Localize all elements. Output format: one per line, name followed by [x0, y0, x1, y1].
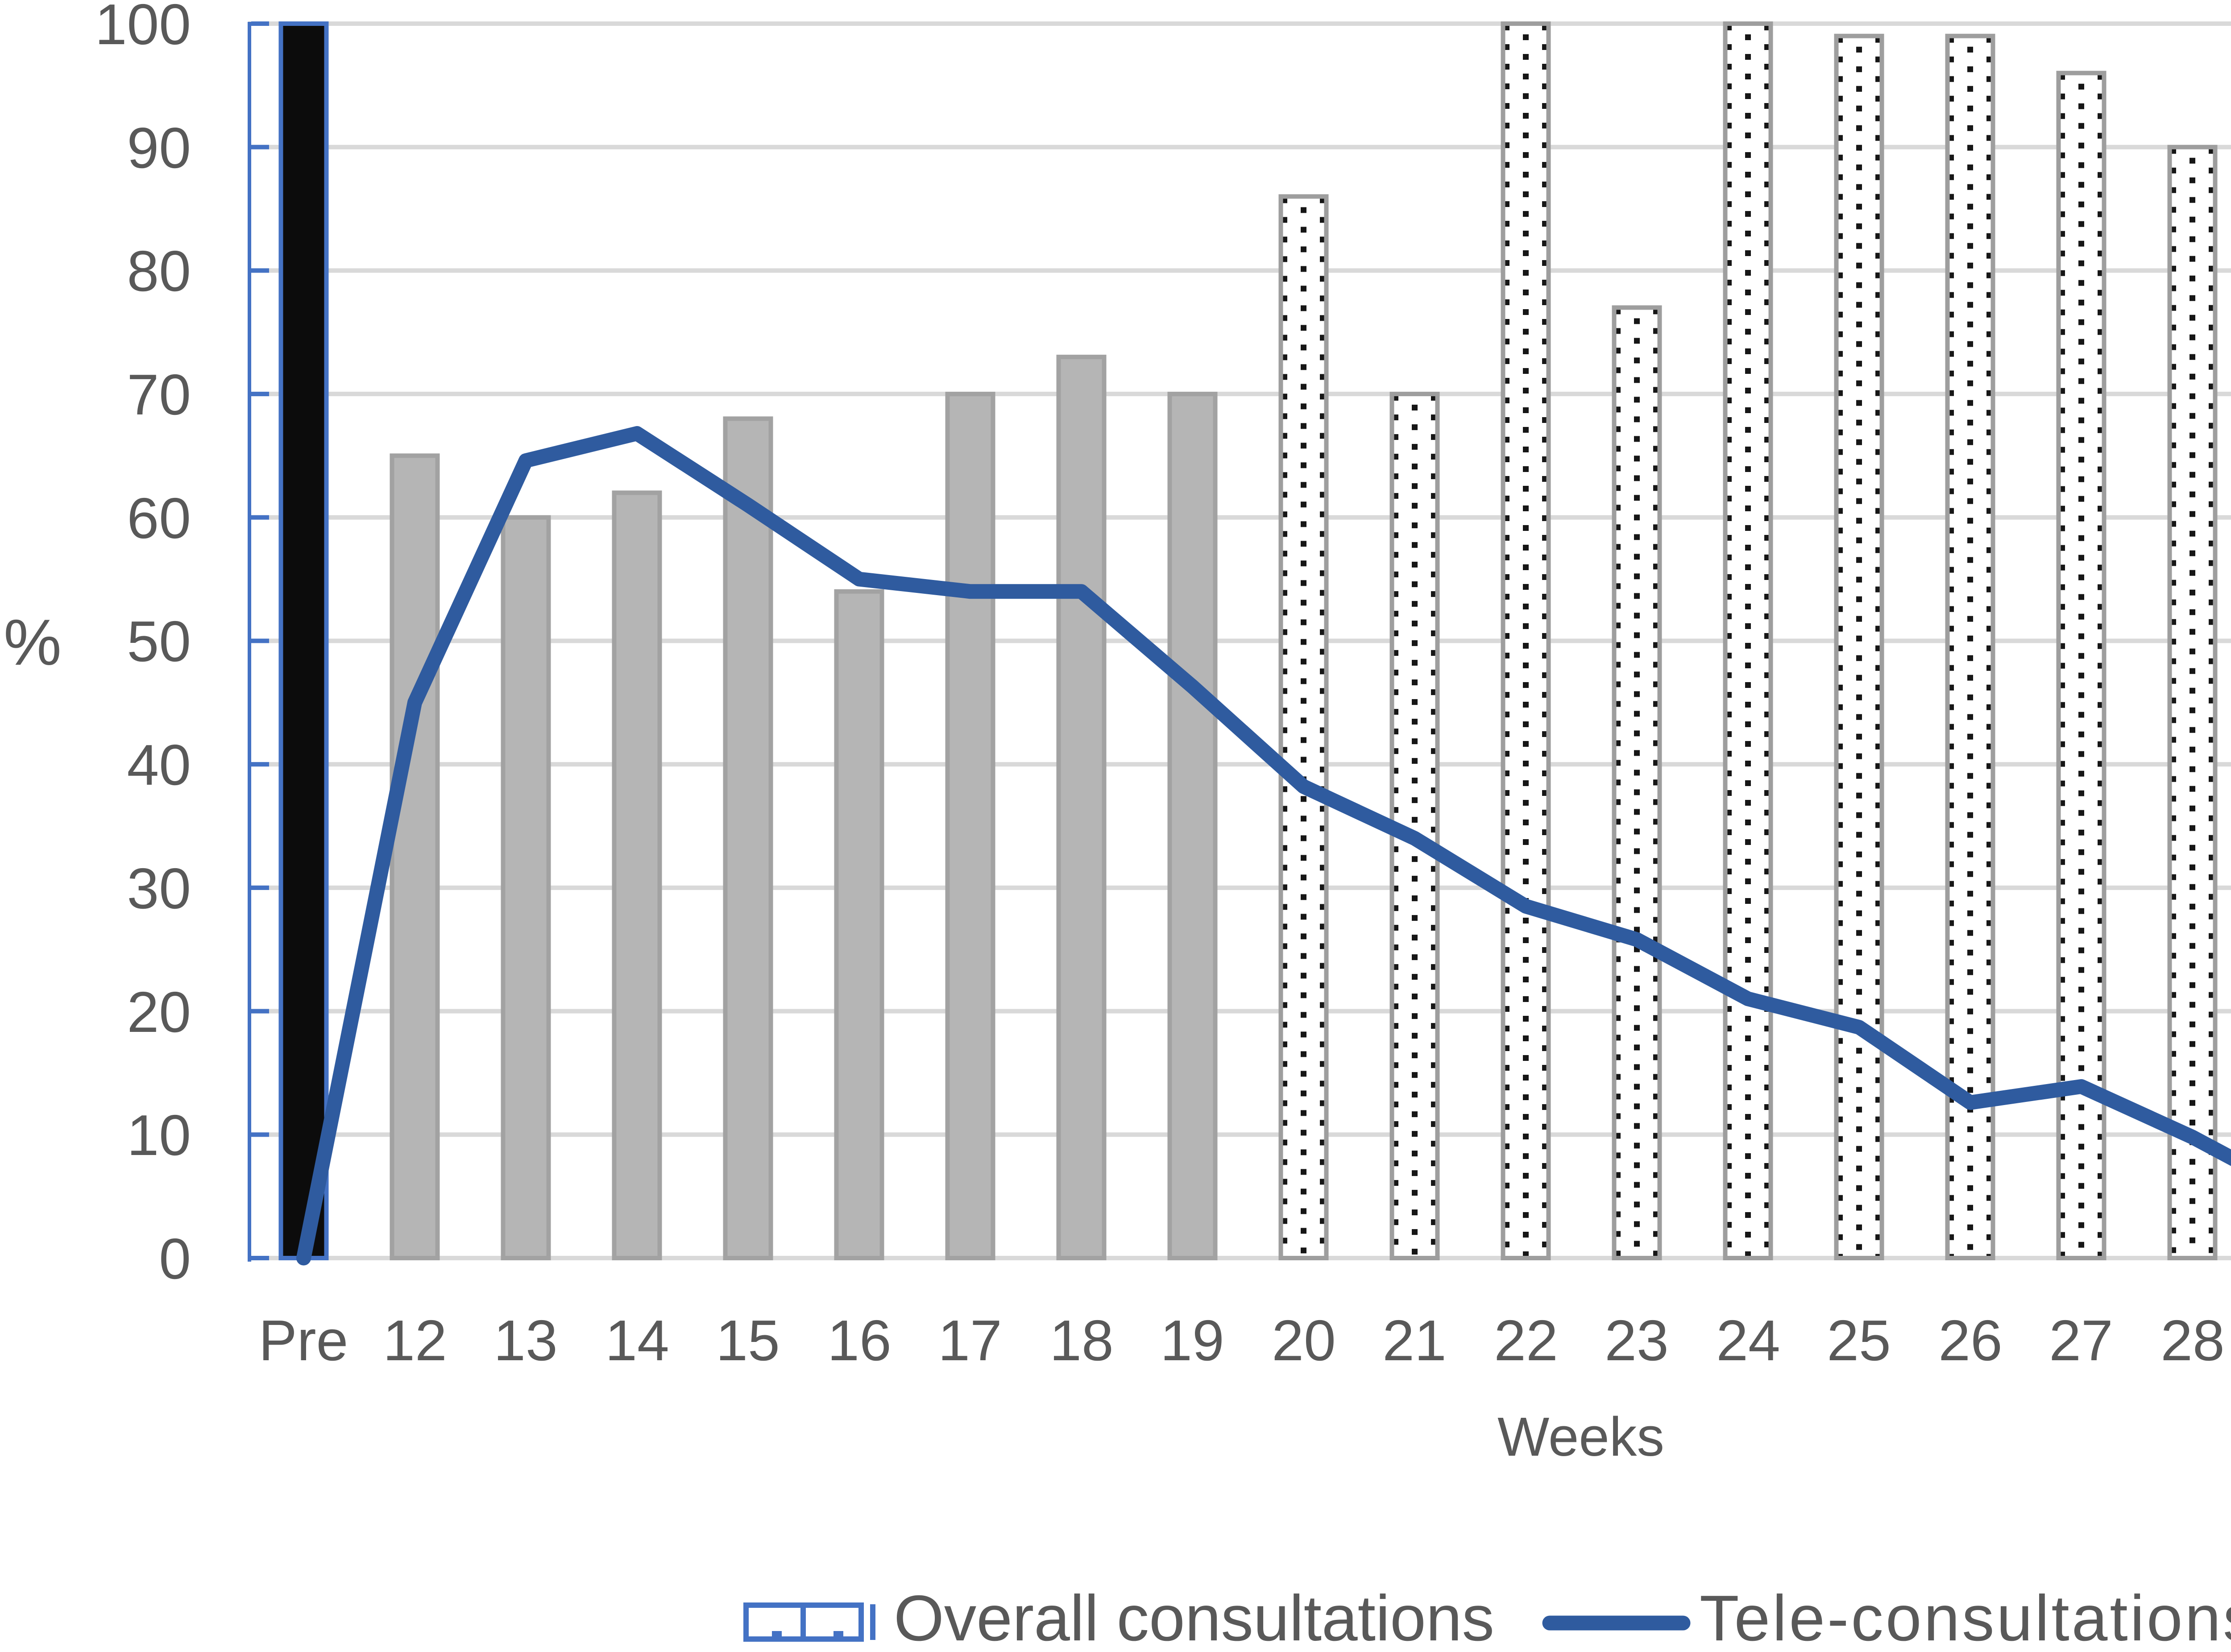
svg-text:90: 90: [127, 116, 191, 180]
svg-text:16: 16: [827, 1308, 892, 1373]
svg-text:28: 28: [2161, 1308, 2225, 1373]
svg-text:17: 17: [938, 1308, 1002, 1373]
svg-text:50: 50: [127, 609, 191, 674]
svg-text:25: 25: [1827, 1308, 1891, 1373]
svg-text:22: 22: [1494, 1308, 1558, 1373]
svg-text:14: 14: [605, 1308, 669, 1373]
svg-text:23: 23: [1605, 1308, 1669, 1373]
svg-text:%: %: [4, 606, 62, 679]
svg-text:26: 26: [1938, 1308, 2003, 1373]
svg-text:13: 13: [493, 1308, 558, 1373]
svg-text:40: 40: [127, 733, 191, 797]
svg-text:Overall consultations: Overall consultations: [894, 1582, 1494, 1652]
svg-text:18: 18: [1049, 1308, 1114, 1373]
svg-text:10: 10: [127, 1103, 191, 1168]
svg-text:30: 30: [127, 857, 191, 921]
svg-text:15: 15: [716, 1308, 780, 1373]
svg-text:70: 70: [127, 363, 191, 427]
svg-text:12: 12: [383, 1308, 447, 1373]
svg-text:20: 20: [127, 980, 191, 1044]
svg-text:19: 19: [1160, 1308, 1224, 1373]
svg-text:0: 0: [159, 1227, 191, 1291]
svg-text:Tele-consultations: Tele-consultations: [1700, 1582, 2231, 1652]
svg-text:Weeks: Weeks: [1497, 1407, 1664, 1468]
svg-text:24: 24: [1716, 1308, 1780, 1373]
svg-text:80: 80: [127, 239, 191, 303]
svg-text:21: 21: [1382, 1308, 1447, 1373]
svg-text:60: 60: [127, 486, 191, 551]
svg-text:20: 20: [1272, 1308, 1336, 1373]
svg-text:27: 27: [2049, 1308, 2113, 1373]
svg-text:Pre: Pre: [259, 1308, 348, 1373]
svg-text:100: 100: [95, 0, 191, 57]
